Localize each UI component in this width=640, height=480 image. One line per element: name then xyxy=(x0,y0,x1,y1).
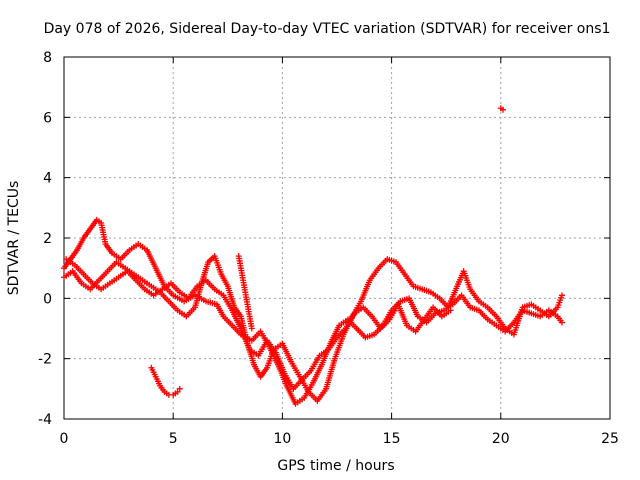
data-point xyxy=(176,385,183,392)
grid-lines xyxy=(64,57,610,419)
y-tick-label: 6 xyxy=(43,110,52,126)
data-point xyxy=(558,292,565,299)
x-tick-label: 15 xyxy=(383,431,401,447)
data-point xyxy=(558,319,565,326)
y-tick-label: -2 xyxy=(38,352,52,368)
data-point xyxy=(499,106,506,113)
chart-title: Day 078 of 2026, Sidereal Day-to-day VTE… xyxy=(44,21,611,37)
x-tick-label: 0 xyxy=(60,431,69,447)
y-tick-label: 4 xyxy=(43,171,52,187)
x-tick-labels: 0 5 10 15 20 25 xyxy=(60,431,619,447)
axis-ticks xyxy=(63,56,611,420)
y-tick-label: 2 xyxy=(43,231,52,247)
x-tick-label: 25 xyxy=(601,431,619,447)
y-tick-labels: -4 -2 0 2 4 6 8 xyxy=(38,50,52,428)
y-tick-label: 0 xyxy=(43,291,52,307)
data-point xyxy=(248,325,255,332)
data-point xyxy=(447,307,454,314)
x-tick-label: 10 xyxy=(273,431,291,447)
x-axis-label: GPS time / hours xyxy=(277,458,394,474)
y-axis-label: SDTVAR / TECUs xyxy=(6,181,22,296)
x-tick-label: 20 xyxy=(492,431,510,447)
data-point xyxy=(174,388,181,395)
data-points xyxy=(61,105,565,407)
y-tick-label: -4 xyxy=(38,412,52,428)
x-tick-label: 5 xyxy=(169,431,178,447)
y-tick-label: 8 xyxy=(43,50,52,66)
